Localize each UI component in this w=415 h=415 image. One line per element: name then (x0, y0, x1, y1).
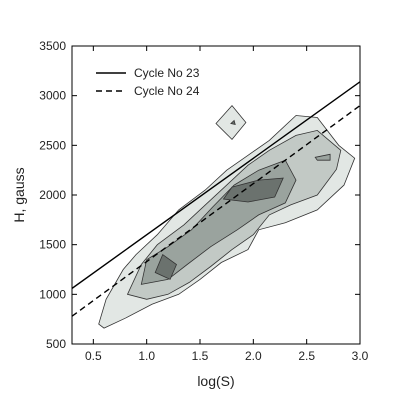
legend-label-2: Cycle No 24 (134, 84, 200, 98)
legend: Cycle No 23 Cycle No 24 (96, 66, 200, 98)
x-tick-label: 1.5 (192, 349, 209, 363)
y-axis-title: H, gauss (11, 167, 27, 222)
y-tick-label: 3500 (39, 39, 66, 53)
x-tick-label: 2.0 (245, 349, 262, 363)
x-tick-label: 1.0 (138, 349, 155, 363)
legend-label-1: Cycle No 23 (134, 66, 200, 80)
axis-ticks: 0.5 1.0 1.5 2.0 2.5 3.0 500 1000 1500 2000 2500 300… (39, 39, 368, 363)
contour-level-3-region-2 (314, 153, 331, 161)
contour-layer (98, 104, 356, 329)
y-tick-label: 2500 (39, 138, 66, 152)
x-tick-label: 2.5 (298, 349, 315, 363)
contour-level-4-region-1 (154, 253, 177, 280)
y-tick-label: 3000 (39, 89, 66, 103)
trend-lines (72, 81, 360, 317)
series-line-1 (72, 81, 360, 289)
contour-level-1-region-2 (215, 104, 247, 140)
contour-level-4-region-2 (222, 177, 284, 203)
contour-level-4-region-3 (230, 119, 236, 126)
y-tick-label: 1000 (39, 287, 66, 301)
y-tick-label: 2000 (39, 188, 66, 202)
y-tick-label: 1500 (39, 238, 66, 252)
x-tick-label: 0.5 (85, 349, 102, 363)
x-axis-title: log(S) (197, 373, 234, 389)
x-tick-label: 3.0 (352, 349, 369, 363)
y-tick-label: 500 (46, 337, 66, 351)
